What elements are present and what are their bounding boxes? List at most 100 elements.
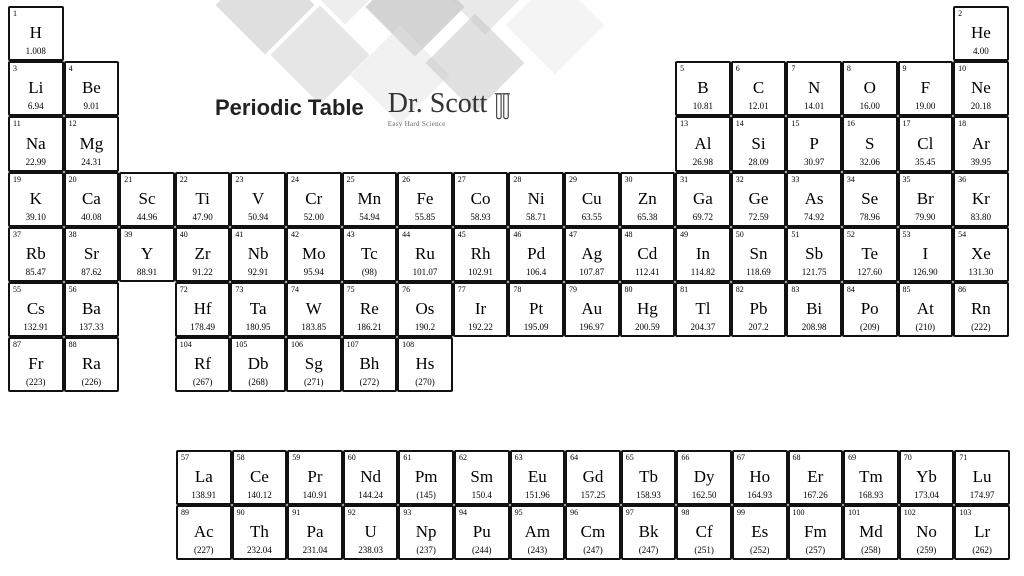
element-symbol: I [903,245,949,262]
element-symbol: Tb [626,468,672,485]
atomic-mass: 140.12 [237,491,283,501]
element-Sc: 21Sc44.96 [119,172,175,227]
element-At: 85At(210) [898,282,954,337]
atomic-number: 11 [13,120,21,128]
element-symbol: C [736,79,782,96]
element-Fm: 100Fm(257) [788,505,844,560]
element-Ga: 31Ga69.72 [675,172,731,227]
atomic-mass: 28.09 [736,158,782,168]
atomic-number: 27 [458,176,466,184]
element-symbol: N [791,79,837,96]
atomic-mass: 16.00 [847,102,893,112]
element-Ge: 32Ge72.59 [731,172,787,227]
element-symbol: Ti [180,190,226,207]
element-symbol: Mo [291,245,337,262]
page-title: Periodic Table [215,95,364,121]
element-symbol: Gd [570,468,616,485]
element-symbol: Np [403,523,449,540]
element-Dy: 66Dy162.50 [676,450,732,505]
atomic-mass: 85.47 [13,268,59,278]
element-symbol: Na [13,135,59,152]
logo-sub: Easy Hard Science [388,120,488,128]
atomic-mass: 72.59 [736,213,782,223]
element-Mo: 42Mo95.94 [286,227,342,282]
atomic-mass: 52.00 [291,213,337,223]
element-Rf: 104Rf(267) [175,337,231,392]
atomic-number: 33 [791,176,799,184]
atomic-mass: 102.91 [458,268,504,278]
atomic-number: 17 [903,120,911,128]
atomic-mass: 118.69 [736,268,782,278]
element-symbol: Mn [347,190,393,207]
atomic-number: 64 [570,454,578,462]
element-symbol: Ag [569,245,615,262]
element-Ir: 77Ir192.22 [453,282,509,337]
element-symbol: Cu [569,190,615,207]
element-Sm: 62Sm150.4 [454,450,510,505]
element-symbol: Ru [402,245,448,262]
element-symbol: H [13,24,59,41]
element-symbol: Sm [459,468,505,485]
element-Fe: 26Fe55.85 [397,172,453,227]
element-symbol: Ne [958,79,1004,96]
element-Ru: 44Ru101.07 [397,227,453,282]
atomic-mass: 10.81 [680,102,726,112]
element-symbol: V [235,190,281,207]
atomic-mass: 4.00 [958,47,1004,57]
element-symbol: Ba [69,300,115,317]
atomic-mass: 158.93 [626,491,672,501]
element-I: 53I126.90 [898,227,954,282]
atomic-number: 93 [403,509,411,517]
element-symbol: Am [515,523,561,540]
atomic-number: 77 [458,286,466,294]
atomic-number: 36 [958,176,966,184]
atomic-mass: 69.72 [680,213,726,223]
element-Tl: 81Tl204.37 [675,282,731,337]
element-Hg: 80Hg200.59 [620,282,676,337]
element-Co: 27Co58.93 [453,172,509,227]
atomic-mass: 39.95 [958,158,1004,168]
atomic-number: 97 [626,509,634,517]
atomic-number: 31 [680,176,688,184]
element-symbol: Ar [958,135,1004,152]
atomic-number: 37 [13,231,21,239]
element-K: 19K39.10 [8,172,64,227]
element-Rn: 86Rn(222) [953,282,1009,337]
atomic-mass: 162.50 [681,491,727,501]
atomic-mass: (247) [626,546,672,556]
element-Pr: 59Pr140.91 [287,450,343,505]
element-symbol: Yb [904,468,950,485]
element-symbol: Pm [403,468,449,485]
atomic-mass: 1.008 [13,47,59,57]
element-symbol: Fr [13,355,59,372]
atomic-number: 59 [292,454,300,462]
atomic-mass: (272) [347,378,393,388]
atomic-mass: 58.71 [513,213,559,223]
atomic-mass: 112.41 [625,268,671,278]
element-symbol: Cr [291,190,337,207]
element-symbol: Sr [69,245,115,262]
atomic-number: 76 [402,286,410,294]
element-Li: 3Li6.94 [8,61,64,116]
element-Te: 52Te127.60 [842,227,898,282]
element-symbol: Ni [513,190,559,207]
element-Sg: 106Sg(271) [286,337,342,392]
element-Ta: 73Ta180.95 [230,282,286,337]
atomic-number: 24 [291,176,299,184]
element-symbol: Pb [736,300,782,317]
atomic-mass: 32.06 [847,158,893,168]
element-H: 1H1.008 [8,6,64,61]
element-Pd: 46Pd106.4 [508,227,564,282]
atomic-mass: (267) [180,378,226,388]
atomic-number: 10 [958,65,966,73]
atomic-mass: 137.33 [69,323,115,333]
atomic-mass: 114.82 [680,268,726,278]
atomic-number: 53 [903,231,911,239]
atomic-mass: 30.97 [791,158,837,168]
element-symbol: As [791,190,837,207]
element-B: 5B10.81 [675,61,731,116]
atomic-mass: 138.91 [181,491,227,501]
element-Zn: 30Zn65.38 [620,172,676,227]
atomic-mass: (226) [69,378,115,388]
element-symbol: Db [235,355,281,372]
